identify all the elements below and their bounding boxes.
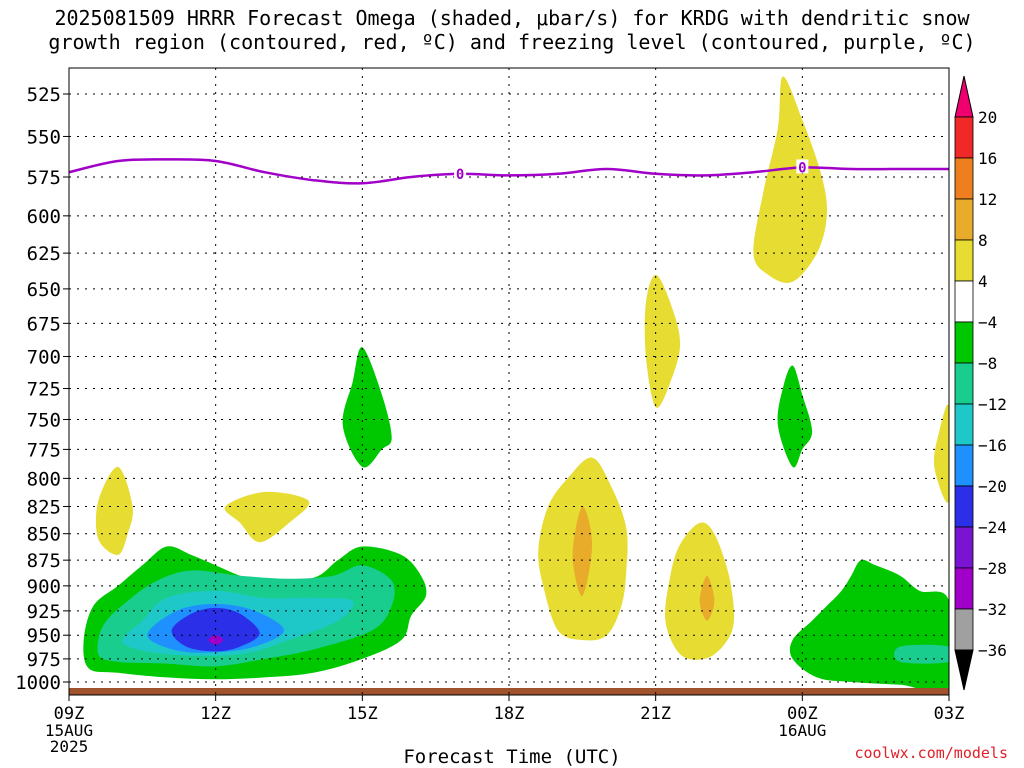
omega-shading (83, 76, 949, 693)
y-tick-label: 625 (27, 243, 61, 265)
colorbar-swatch (954, 526, 974, 569)
x-tick-label: 09Z (54, 704, 85, 724)
colorbar-swatch (954, 321, 974, 364)
colorbar-label: −32 (978, 600, 1007, 619)
x-tick-sublabel: 16AUG (778, 721, 826, 740)
colorbar-swatch (954, 485, 974, 528)
y-tick-label: 575 (27, 167, 61, 189)
chart-title: 2025081509 HRRR Forecast Omega (shaded, … (0, 6, 1024, 54)
credit-text: coolwx.com/models (854, 744, 1008, 762)
omega-region-8 (572, 506, 593, 596)
grid-lines (69, 68, 949, 695)
omega-region-5 (95, 466, 133, 555)
y-tick-label: 1000 (15, 672, 61, 694)
colorbar-swatch (954, 280, 974, 323)
colorbar-label: −28 (978, 559, 1007, 578)
colorbar-label: −24 (978, 518, 1007, 537)
colorbar-swatch (954, 239, 974, 282)
y-tick-label: 975 (27, 649, 61, 671)
omega-region-16 (208, 635, 223, 645)
surface-band (69, 688, 949, 695)
colorbar-swatch (954, 157, 974, 200)
y-tick-label: 550 (27, 126, 61, 148)
y-tick-label: 600 (27, 206, 61, 228)
omega-region-10 (699, 575, 715, 621)
x-tick-label: 18Z (494, 704, 525, 724)
colorbar-swatch (954, 116, 974, 159)
omega-region-0 (753, 76, 827, 283)
omega-region-1 (644, 274, 681, 408)
omega-region-3 (777, 365, 813, 468)
colorbar-top-triangle (954, 75, 974, 118)
omega-region-18 (894, 644, 949, 664)
y-tick-label: 900 (27, 576, 61, 598)
colorbar-swatch (954, 444, 974, 487)
colorbar-label: −4 (978, 313, 997, 332)
y-tick-label: 775 (27, 439, 61, 461)
x-tick-label: 00Z (787, 704, 818, 724)
colorbar-label: −36 (978, 641, 1007, 660)
colorbar-label: −8 (978, 354, 997, 373)
y-tick-label: 950 (27, 625, 61, 647)
y-tick-label: 800 (27, 468, 61, 490)
freezing-level-label: 0 (798, 160, 806, 176)
y-axis-ticks: 525 550 575 600 625 650 675 700 725 750 775 800 825 8… (15, 84, 69, 694)
y-tick-label: 825 (27, 496, 61, 518)
colorbar-label: 20 (978, 108, 997, 127)
y-tick-label: 925 (27, 601, 61, 623)
chart-title-line1: 2025081509 HRRR Forecast Omega (shaded, … (54, 6, 970, 30)
colorbar-label: 8 (978, 231, 988, 250)
colorbar-swatch (954, 198, 974, 241)
colorbar-bottom-triangle (954, 649, 974, 691)
colorbar-label: −12 (978, 395, 1007, 414)
colorbar-swatch (954, 608, 974, 651)
y-tick-label: 700 (27, 347, 61, 369)
freezing-label-bg (796, 159, 809, 174)
chart-title-line2: growth region (contoured, red, ºC) and f… (48, 30, 976, 54)
surface-terrain (69, 688, 949, 695)
colorbar-swatch (954, 567, 974, 610)
omega-region-6 (224, 491, 310, 543)
y-tick-label: 875 (27, 550, 61, 572)
omega-region-4 (933, 404, 949, 503)
freezing-level-label: 0 (456, 167, 464, 183)
colorbar-label: 4 (978, 272, 988, 291)
omega-region-9 (665, 522, 735, 660)
y-tick-label: 750 (27, 409, 61, 431)
colorbar-swatch (954, 403, 974, 446)
colorbar-label: −20 (978, 477, 1007, 496)
x-tick-label: 21Z (640, 704, 671, 724)
colorbar-label: 16 (978, 149, 997, 168)
x-tick-label: 12Z (200, 704, 231, 724)
y-tick-label: 850 (27, 524, 61, 546)
colorbar-label: 12 (978, 190, 997, 209)
x-tick-label: 15Z (347, 704, 378, 724)
y-tick-label: 675 (27, 313, 61, 335)
y-tick-label: 725 (27, 379, 61, 401)
omega-region-2 (342, 347, 392, 468)
y-tick-label: 525 (27, 84, 61, 106)
y-tick-label: 650 (27, 279, 61, 301)
omega-region-17 (789, 559, 949, 693)
colorbar-label: −16 (978, 436, 1007, 455)
colorbar: 20 16 12 8 4 −4 −8 −12 −16 −20 −24 −28 −32 −36 (954, 75, 1007, 691)
x-tick-sublabel: 2025 (50, 737, 89, 756)
colorbar-swatch (954, 362, 974, 405)
x-tick-sublabel: 15AUG (45, 721, 93, 740)
freezing-label-bg (454, 165, 467, 180)
x-tick-label: 03Z (934, 704, 965, 724)
x-axis-title: Forecast Time (UTC) (403, 746, 621, 768)
